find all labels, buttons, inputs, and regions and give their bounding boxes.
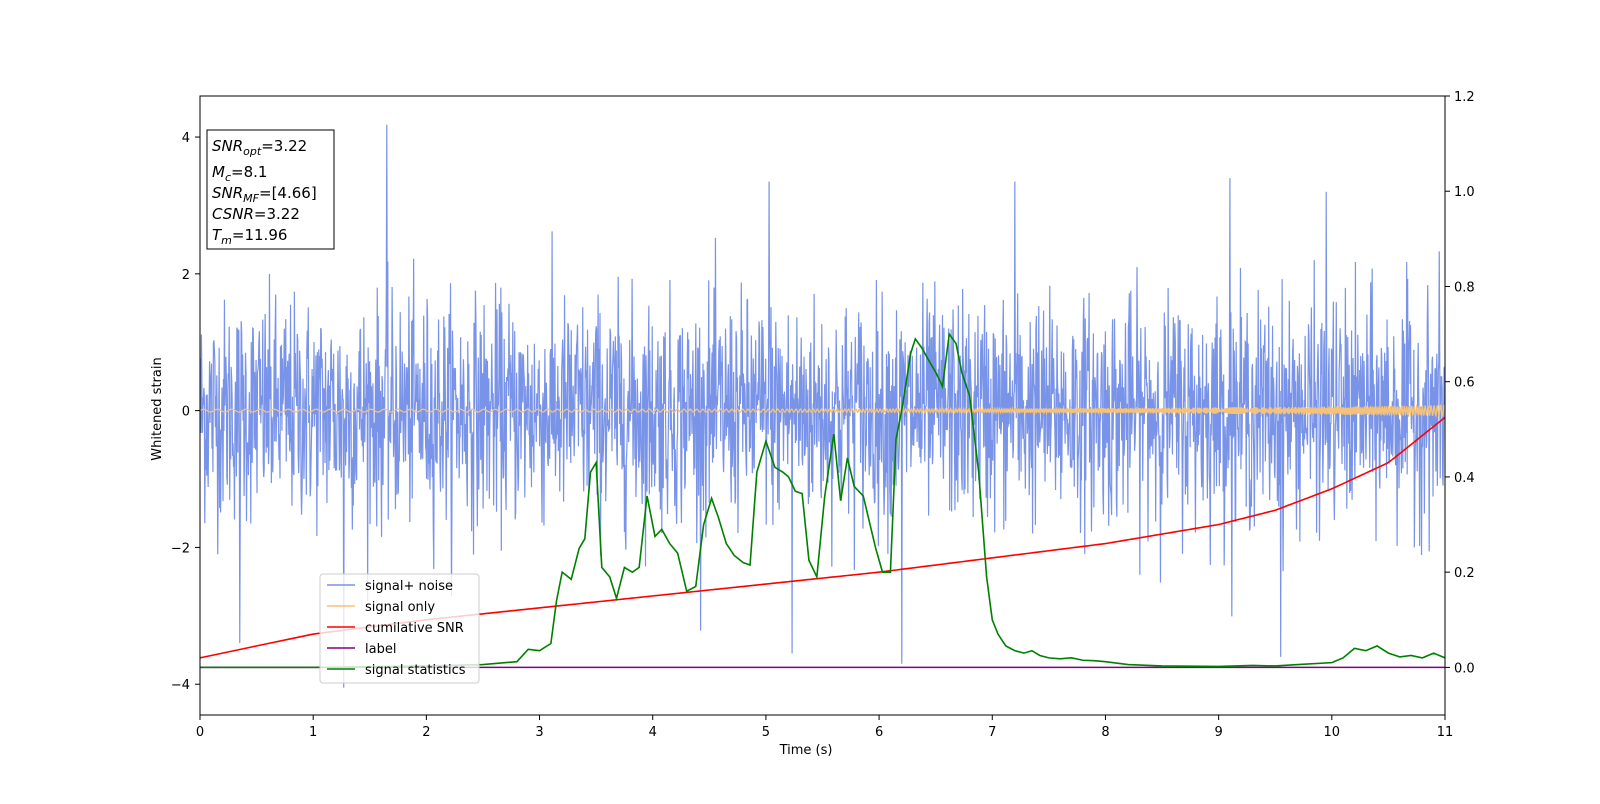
info-symbol: T xyxy=(212,226,223,244)
legend-label: signal only xyxy=(365,600,435,615)
info-symbol: SNR xyxy=(212,184,243,202)
y-left-tick-label: 4 xyxy=(182,131,190,146)
info-line-tm: Tm=11.96 xyxy=(212,226,287,247)
y-left-tick-label: 0 xyxy=(182,405,190,420)
x-tick-label: 6 xyxy=(875,725,883,740)
y-right-tick-label: 0.8 xyxy=(1454,280,1475,295)
axes: 0 1 2 3 4 5 6 7 8 9 10 11 4 2 0 −2 −4 1.2 1.0 0.8 0.6 0.4 0.2 0… xyxy=(171,90,1475,740)
info-line-mc: Mc=8.1 xyxy=(212,163,267,184)
y-right-tick-label: 1.0 xyxy=(1454,185,1475,200)
x-tick-label: 11 xyxy=(1437,725,1454,740)
info-line-snr-mf: SNRMF=[4.66] xyxy=(212,184,317,205)
y-right-tick-label: 0.2 xyxy=(1454,566,1475,581)
info-subscript: m xyxy=(221,234,232,247)
series-signal-statistics xyxy=(200,331,1445,669)
x-tick-label: 3 xyxy=(535,725,543,740)
x-tick-label: 4 xyxy=(649,725,657,740)
y-right-tick-label: 0.6 xyxy=(1454,376,1475,391)
x-tick-label: 0 xyxy=(196,725,204,740)
info-value: =[4.66] xyxy=(259,184,317,202)
legend-label: signal statistics xyxy=(365,663,466,678)
x-tick-label: 1 xyxy=(309,725,317,740)
y-right-tick-label: 1.2 xyxy=(1454,90,1475,105)
x-axis-title: Time (s) xyxy=(779,743,833,758)
x-tick-label: 2 xyxy=(422,725,430,740)
y-axis-title: Whitened strain xyxy=(150,357,165,460)
info-value: =3.22 xyxy=(261,137,307,155)
info-box: SNRopt=3.22Mc=8.1SNRMF=[4.66]CSNR=3.22Tm… xyxy=(206,129,335,250)
info-value: =3.22 xyxy=(254,205,300,223)
x-tick-label: 7 xyxy=(988,725,996,740)
series-signal-noise xyxy=(200,124,1445,688)
y-left-tick-label: 2 xyxy=(182,268,190,283)
info-subscript: c xyxy=(225,171,231,184)
y-right-tick-label: 0.4 xyxy=(1454,471,1475,486)
info-value: =11.96 xyxy=(232,226,288,244)
x-tick-label: 10 xyxy=(1324,725,1341,740)
info-value: =8.1 xyxy=(231,163,267,181)
x-tick-label: 5 xyxy=(762,725,770,740)
y-right-tick-label: 0.0 xyxy=(1454,661,1475,676)
info-symbol: M xyxy=(212,163,225,181)
info-subscript: MF xyxy=(243,192,259,205)
plot-frame xyxy=(199,95,1446,716)
info-line-snr-opt: SNRopt=3.22 xyxy=(212,137,307,158)
legend: signal+ noise signal only cumilative SNR la… xyxy=(319,573,480,684)
y-left-tick-label: −4 xyxy=(171,678,190,693)
y-left-tick-label: −2 xyxy=(171,541,190,556)
legend-frame xyxy=(319,573,480,684)
info-line-csnr: CSNR=3.22 xyxy=(212,205,300,223)
legend-label: cumilative SNR xyxy=(365,621,464,636)
legend-label: signal+ noise xyxy=(365,579,453,594)
info-subscript: opt xyxy=(243,145,262,158)
legend-label: label xyxy=(365,642,396,657)
x-tick-label: 8 xyxy=(1101,725,1109,740)
series-signal-only xyxy=(200,403,1445,418)
x-tick-label: 9 xyxy=(1214,725,1222,740)
info-symbol: SNR xyxy=(212,137,243,155)
info-symbol: CSNR xyxy=(212,205,254,223)
info-box-frame xyxy=(206,129,335,250)
